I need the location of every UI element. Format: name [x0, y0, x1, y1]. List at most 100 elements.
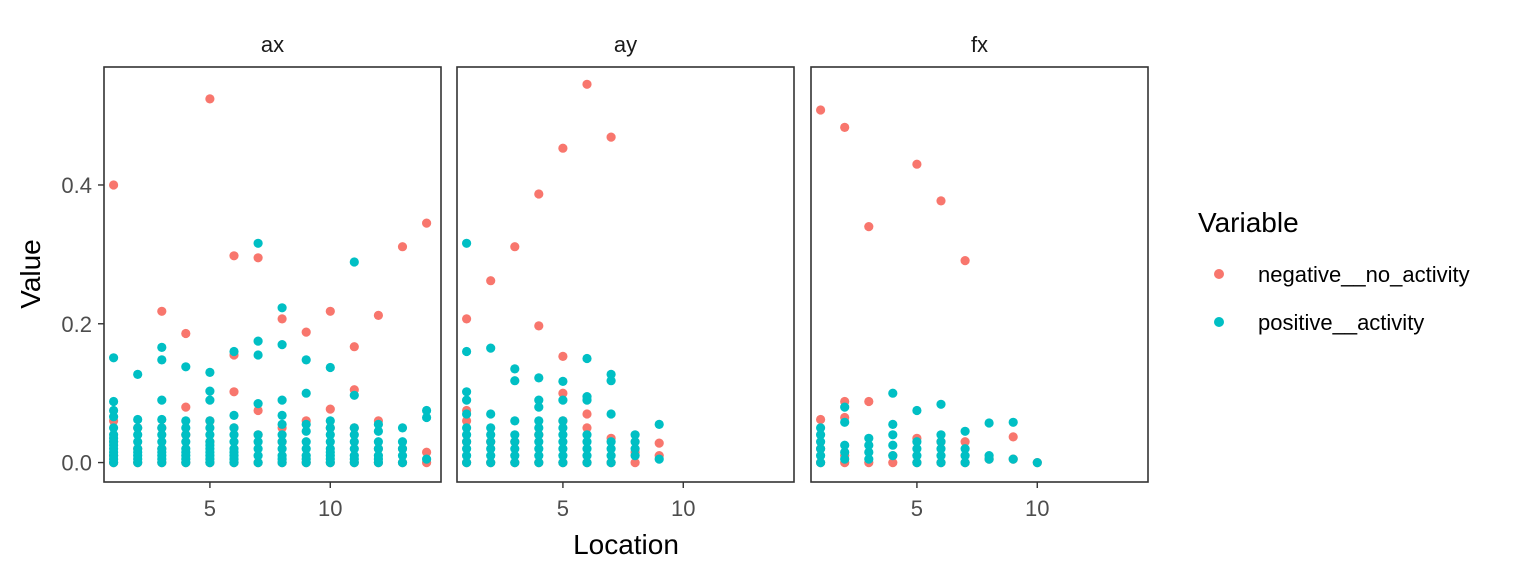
- point: [960, 458, 970, 468]
- point: [462, 458, 472, 468]
- point: [912, 458, 922, 468]
- point: [373, 419, 383, 429]
- panel-ax: ax 5 10 0.0 0.2 0.4: [61, 32, 442, 521]
- point: [325, 362, 335, 373]
- point: [253, 405, 263, 416]
- legend-label-positive: positive__activity: [1258, 310, 1424, 335]
- x-tick-label: 5: [557, 496, 569, 521]
- legend-entry-negative: negative__no_activity: [1214, 262, 1470, 287]
- point: [558, 423, 568, 433]
- point: [912, 405, 922, 416]
- point: [912, 451, 922, 461]
- point: [325, 430, 335, 440]
- point: [840, 122, 850, 132]
- point: [181, 362, 191, 372]
- point: [1008, 432, 1018, 442]
- point: [397, 444, 408, 454]
- point: [462, 387, 472, 397]
- point: [462, 430, 472, 440]
- point: [301, 355, 311, 365]
- point: [205, 94, 215, 104]
- point: [984, 454, 994, 464]
- point: [133, 458, 143, 468]
- point: [462, 451, 472, 461]
- point: [157, 430, 167, 440]
- point: [133, 369, 143, 379]
- point: [582, 353, 592, 364]
- point: [888, 440, 898, 450]
- panel-border-fx: [810, 66, 1149, 483]
- point: [277, 444, 287, 454]
- point: [462, 416, 472, 426]
- x-tick-label: 10: [671, 496, 695, 521]
- point: [253, 437, 263, 447]
- point: [606, 369, 616, 379]
- point: [510, 416, 520, 426]
- point: [253, 444, 263, 454]
- point: [277, 395, 287, 405]
- point: [205, 367, 215, 377]
- point: [325, 458, 335, 468]
- strip-label-ay: ay: [614, 32, 637, 57]
- point: [462, 238, 472, 248]
- point: [229, 430, 239, 440]
- point: [229, 423, 239, 433]
- point: [510, 242, 520, 252]
- point: [349, 423, 359, 433]
- point: [936, 437, 946, 447]
- point: [253, 336, 263, 346]
- point: [840, 402, 850, 412]
- point: [582, 437, 592, 447]
- panels: ax 5 10 0.0 0.2 0.4 ay 5 10 fx 5 10: [61, 32, 1149, 521]
- point: [349, 342, 359, 352]
- point: [301, 437, 311, 447]
- point: [373, 426, 383, 436]
- point: [582, 458, 592, 468]
- point: [109, 423, 119, 433]
- legend-entry-positive: positive__activity: [1214, 310, 1424, 335]
- point: [558, 430, 568, 440]
- point: [397, 437, 408, 447]
- point: [912, 444, 922, 454]
- point: [582, 444, 592, 454]
- point: [133, 414, 143, 425]
- point: [630, 437, 640, 447]
- point: [654, 419, 664, 429]
- point: [277, 303, 287, 313]
- series-negative__no_activity: [816, 105, 1042, 468]
- point: [229, 387, 239, 397]
- point: [277, 410, 287, 420]
- y-tick-label: 0.4: [61, 173, 92, 198]
- point: [534, 437, 544, 447]
- x-tick-label: 10: [318, 496, 342, 521]
- point: [864, 447, 874, 457]
- point: [510, 437, 520, 447]
- point: [510, 451, 520, 461]
- point: [582, 395, 592, 405]
- point: [205, 416, 215, 426]
- point: [253, 430, 263, 440]
- point: [534, 458, 544, 468]
- point: [840, 454, 850, 464]
- point: [462, 346, 472, 357]
- point: [1032, 458, 1042, 468]
- point: [253, 350, 263, 360]
- point: [277, 314, 287, 324]
- point: [301, 426, 311, 436]
- point: [558, 437, 568, 447]
- point: [630, 451, 640, 461]
- point: [558, 388, 568, 398]
- point: [277, 458, 287, 468]
- point: [936, 399, 946, 409]
- point: [349, 430, 359, 440]
- point: [325, 416, 335, 426]
- point: [936, 196, 946, 206]
- point: [816, 451, 826, 461]
- legend-key-negative: [1214, 269, 1224, 279]
- point: [510, 376, 520, 386]
- point: [301, 419, 311, 429]
- point: [325, 423, 335, 433]
- legend-key-positive: [1214, 317, 1224, 327]
- point: [864, 433, 874, 443]
- point: [397, 451, 408, 461]
